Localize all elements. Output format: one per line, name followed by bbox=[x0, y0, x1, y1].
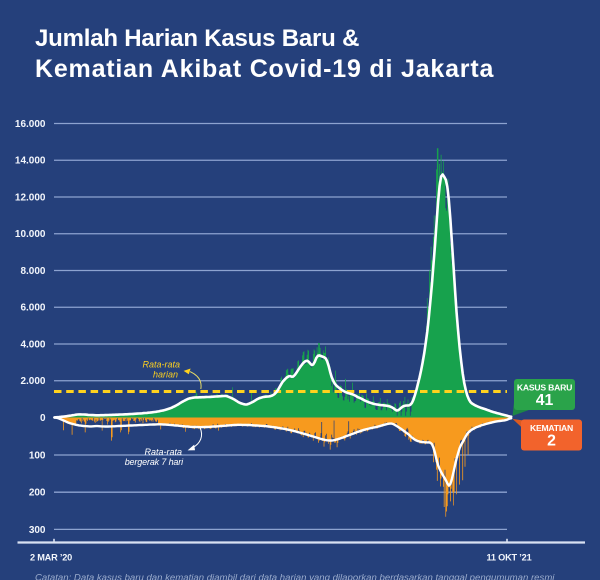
svg-text:6.000: 6.000 bbox=[20, 303, 45, 314]
svg-text:harian: harian bbox=[153, 370, 178, 380]
svg-text:41: 41 bbox=[536, 392, 554, 409]
svg-text:0: 0 bbox=[40, 413, 46, 424]
svg-text:12.000: 12.000 bbox=[15, 192, 46, 203]
svg-text:bergerak 7 hari: bergerak 7 hari bbox=[125, 457, 184, 467]
svg-text:2: 2 bbox=[547, 433, 556, 450]
svg-text:8.000: 8.000 bbox=[20, 266, 45, 277]
svg-text:Catatan: Data kasus baru dan k: Catatan: Data kasus baru dan kematian di… bbox=[35, 573, 555, 580]
svg-text:4.000: 4.000 bbox=[20, 339, 45, 350]
svg-text:KASUS BARU: KASUS BARU bbox=[517, 383, 572, 393]
svg-text:300: 300 bbox=[29, 525, 46, 536]
svg-text:16.000: 16.000 bbox=[15, 119, 46, 130]
svg-text:200: 200 bbox=[29, 488, 46, 499]
svg-text:14.000: 14.000 bbox=[15, 156, 46, 167]
svg-text:Rata-rata: Rata-rata bbox=[144, 447, 182, 457]
svg-text:11 OKT ’21: 11 OKT ’21 bbox=[487, 553, 532, 563]
svg-text:KEMATIAN: KEMATIAN bbox=[530, 423, 573, 433]
svg-text:Rata-rata: Rata-rata bbox=[142, 360, 180, 370]
svg-text:10.000: 10.000 bbox=[15, 229, 46, 240]
svg-text:100: 100 bbox=[29, 450, 46, 461]
svg-text:2.000: 2.000 bbox=[20, 376, 45, 387]
svg-text:2 MAR ’20: 2 MAR ’20 bbox=[30, 553, 72, 563]
